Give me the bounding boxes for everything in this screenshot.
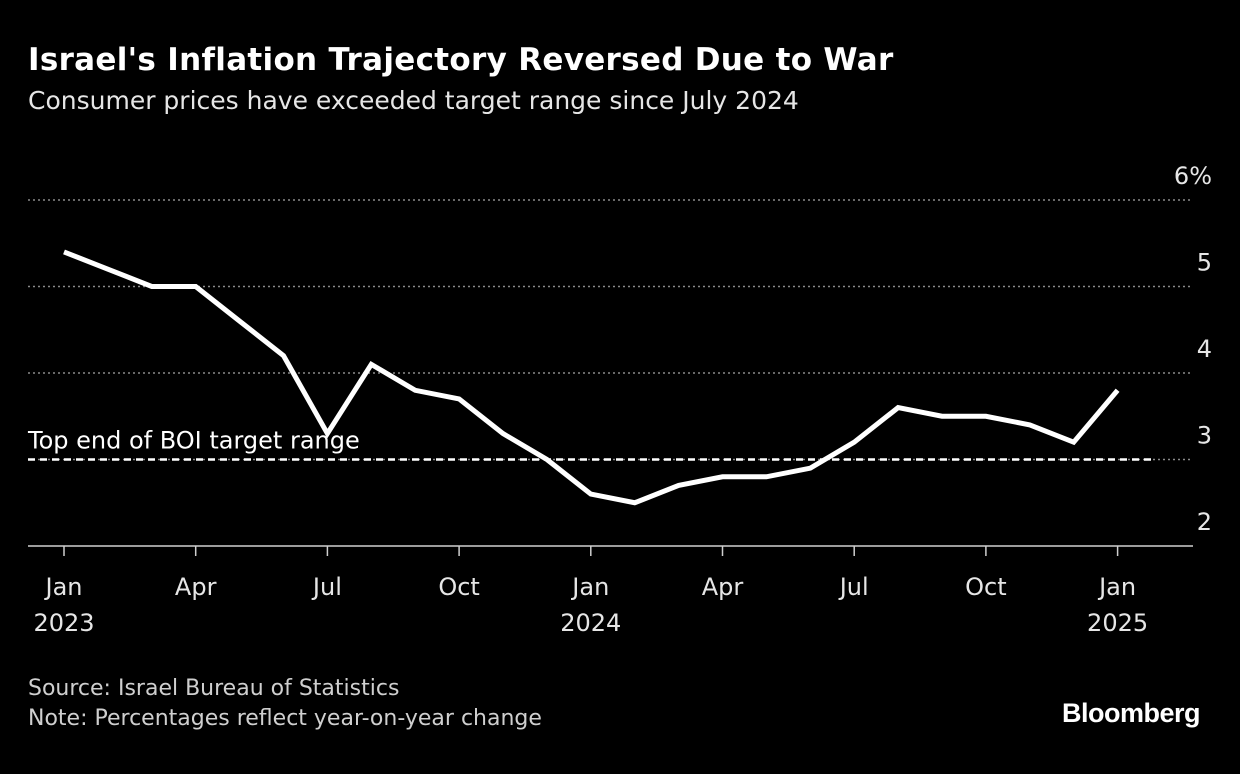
x-tick-label: Jul	[838, 573, 869, 601]
x-tick-label: Jul	[311, 573, 342, 601]
target-range-label: Top end of BOI target range	[27, 427, 360, 455]
inflation-line	[63, 249, 1120, 506]
bloomberg-logo: Bloomberg	[1061, 698, 1201, 728]
x-tick-label: Jan	[570, 573, 609, 601]
y-tick-label: 3	[1197, 422, 1212, 450]
footnote: Note: Percentages reflect year-on-year c…	[28, 706, 542, 731]
x-year-label: 2024	[560, 609, 621, 637]
y-tick-label: 2	[1197, 508, 1212, 536]
y-tick-label: 6%	[1174, 162, 1212, 190]
x-tick-label: Jan	[1097, 573, 1136, 601]
x-tick-label: Jan	[44, 573, 83, 601]
chart-subtitle: Consumer prices have exceeded target ran…	[28, 86, 799, 115]
x-year-label: 2023	[33, 609, 94, 637]
chart-title: Israel's Inflation Trajectory Reversed D…	[28, 42, 894, 78]
x-year-label: 2025	[1087, 609, 1148, 637]
source-note: Source: Israel Bureau of Statistics	[28, 676, 400, 701]
y-tick-label: 4	[1197, 335, 1212, 363]
y-tick-label: 5	[1197, 249, 1212, 277]
x-tick-label: Apr	[175, 573, 217, 601]
x-tick-label: Apr	[702, 573, 744, 601]
x-tick-label: Oct	[438, 573, 480, 601]
x-tick-label: Oct	[965, 573, 1007, 601]
